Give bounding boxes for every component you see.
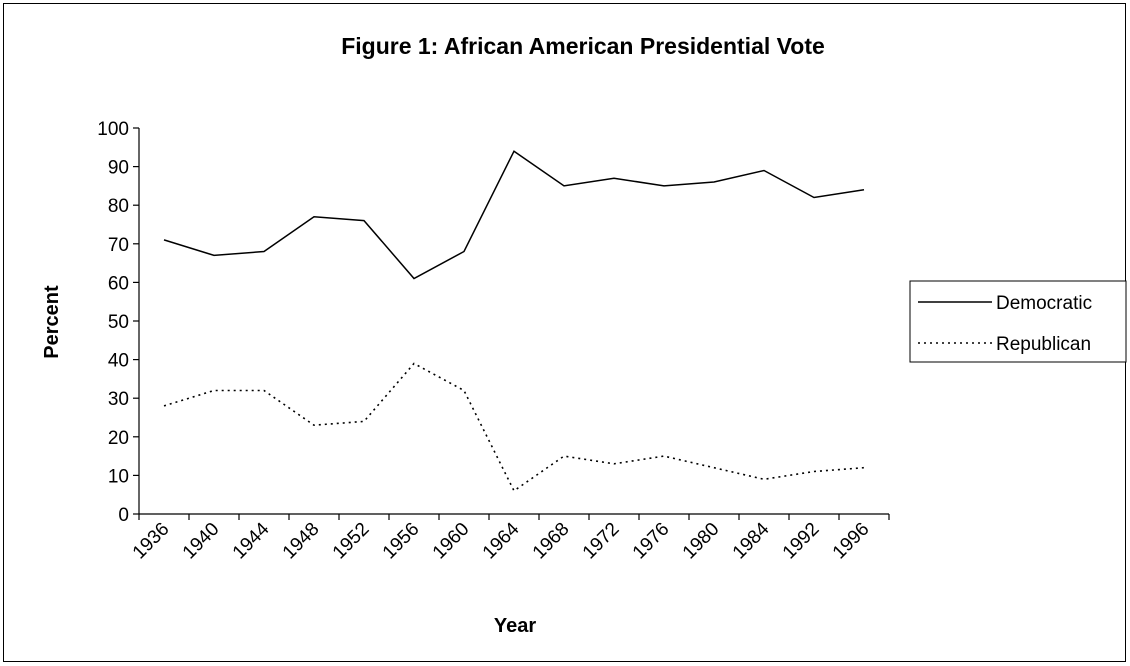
y-tick-label: 20 [108,428,129,449]
y-tick-label: 40 [108,351,129,372]
y-tick-label: 10 [108,466,129,487]
y-tick-label: 30 [108,389,129,410]
series-layer [163,150,865,492]
y-tick-label: 0 [118,505,129,526]
series-line-democratic [163,150,865,280]
legend-label-democratic: Democratic [996,293,1092,314]
y-axis-title: Percent [41,285,63,359]
y-tick-label: 50 [108,312,129,333]
legend-box [909,280,1127,363]
y-tick-label: 90 [108,158,129,179]
chart-title: Figure 1: African American Presidential … [341,33,825,59]
y-tick-label: 60 [108,273,129,294]
y-tick-label: 80 [108,196,129,217]
legend: Democratic Republican [909,280,1127,363]
y-tick-label: 100 [97,119,129,140]
y-ticks: 0 10 20 30 40 50 60 70 80 90 100 [97,119,139,526]
x-axis-title: Year [494,615,536,637]
y-tick-label: 70 [108,235,129,256]
legend-label-republican: Republican [996,334,1091,355]
